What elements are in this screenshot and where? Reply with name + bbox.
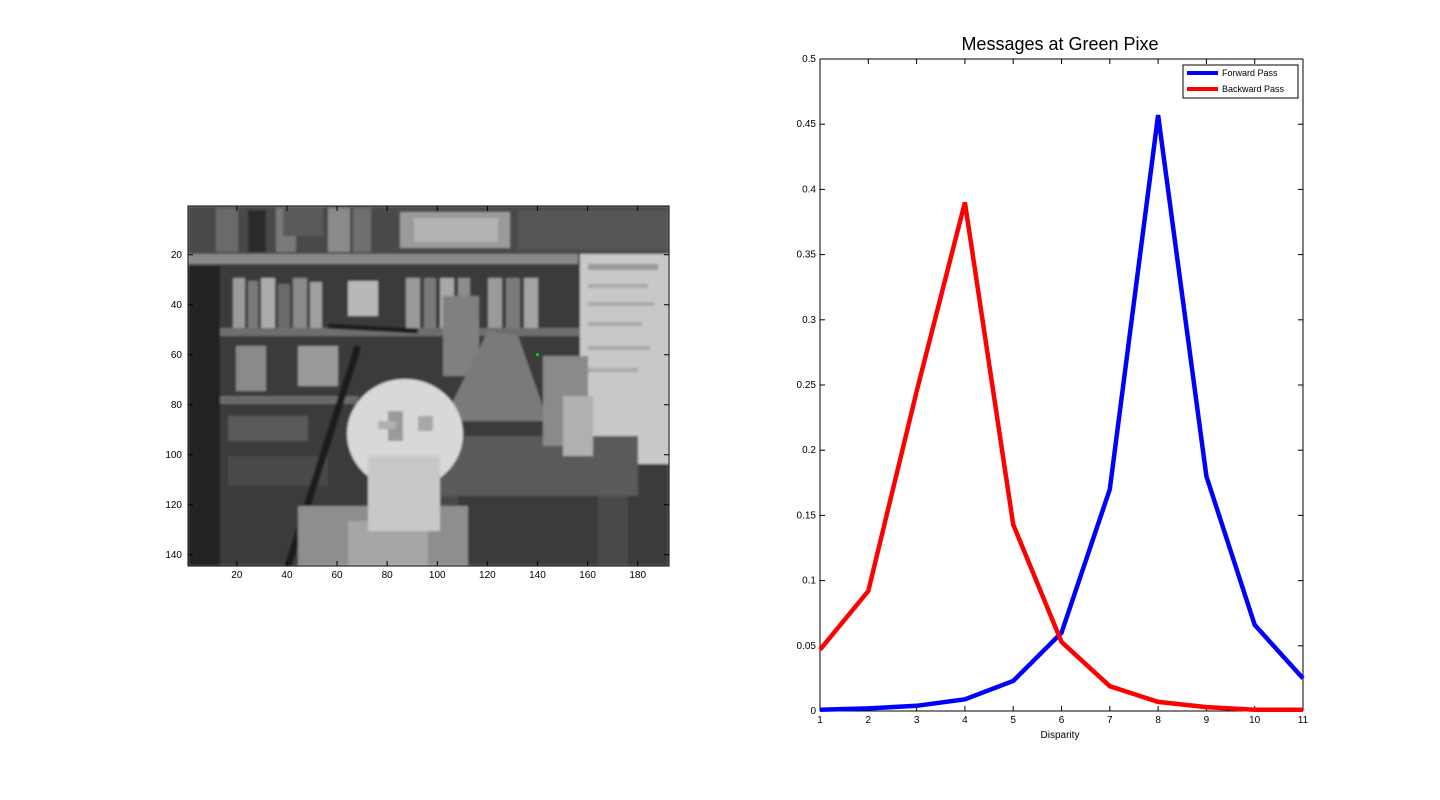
green-pixel-marker (535, 353, 539, 357)
image-y-tick-label: 60 (171, 350, 183, 361)
image-x-tick-label: 80 (382, 570, 394, 581)
image-x-tick-label: 40 (281, 570, 293, 581)
chart-x-tick-label: 5 (1010, 715, 1016, 726)
chart-y-tick-label: 0.2 (802, 445, 816, 456)
chart-x-tick-label: 1 (817, 715, 823, 726)
chart-x-tick-label: 3 (914, 715, 920, 726)
image-x-tick-label: 20 (231, 570, 243, 581)
chart-y-tick-label: 0.3 (802, 315, 816, 326)
image-x-tick-label: 100 (429, 570, 446, 581)
image-x-tick-label: 140 (529, 570, 546, 581)
image-y-tick-label: 100 (165, 450, 182, 461)
chart-x-tick-label: 6 (1059, 715, 1065, 726)
image-y-tick-label: 80 (171, 400, 183, 411)
series-line-forward-pass (819, 114, 1305, 712)
chart-x-tick-label: 7 (1107, 715, 1113, 726)
chart-x-tick-label: 2 (866, 715, 872, 726)
chart-x-tick-label: 8 (1155, 715, 1161, 726)
chart-x-tick-label: 10 (1249, 715, 1261, 726)
x-axis-title: Disparity (1041, 730, 1080, 741)
grayscale-scene-image (188, 206, 669, 566)
chart-y-tick-label: 0.1 (802, 576, 816, 587)
image-y-tick-label: 20 (171, 250, 183, 261)
chart-y-tick-label: 0.25 (797, 380, 817, 391)
legend-label-forward: Forward Pass (1222, 68, 1278, 78)
chart-y-tick-label: 0.05 (797, 641, 817, 652)
chart-y-tick-label: 0.5 (802, 54, 816, 65)
chart-y-tick-label: 0.45 (797, 119, 817, 130)
chart-y-ticks: 0 0.05 0.1 0.15 0.2 0.25 0.3 0.35 0.4 0.45 0.5 (797, 54, 1303, 717)
chart-y-tick-label: 0.15 (797, 510, 817, 521)
image-x-tick-label: 120 (479, 570, 496, 581)
image-x-ticks: 20 40 60 80 100 120 140 160 180 (231, 206, 646, 581)
legend: Forward Pass Backward Pass (1182, 64, 1299, 99)
chart-x-tick-label: 4 (962, 715, 968, 726)
chart-y-tick-label: 0 (810, 706, 816, 717)
chart-title: Messages at Green Pixe (961, 34, 1158, 54)
chart-series-group (818, 114, 1305, 712)
image-y-tick-label: 140 (165, 550, 182, 561)
image-y-tick-label: 40 (171, 300, 183, 311)
image-x-tick-label: 60 (331, 570, 343, 581)
image-y-tick-label: 120 (165, 500, 182, 511)
legend-box (1182, 64, 1299, 99)
chart-x-ticks: 1 2 3 4 5 6 7 8 9 10 11 (817, 59, 1309, 726)
chart-y-tick-label: 0.4 (802, 184, 816, 195)
image-axes: 20 40 60 80 100 120 140 160 180 20 40 60 80 100 120 14… (165, 205, 670, 581)
line-chart: Messages at Green Pixe 1 2 3 4 5 6 7 8 9 10 11 0 0.… (797, 34, 1309, 741)
legend-label-backward: Backward Pass (1222, 84, 1285, 94)
chart-x-tick-label: 11 (1298, 715, 1309, 726)
image-y-ticks: 20 40 60 80 100 120 140 (165, 250, 669, 561)
image-x-tick-label: 160 (579, 570, 596, 581)
chart-x-tick-label: 9 (1204, 715, 1210, 726)
image-x-tick-label: 180 (629, 570, 646, 581)
chart-y-tick-label: 0.35 (797, 250, 817, 261)
image-axes-frame (187, 205, 670, 567)
